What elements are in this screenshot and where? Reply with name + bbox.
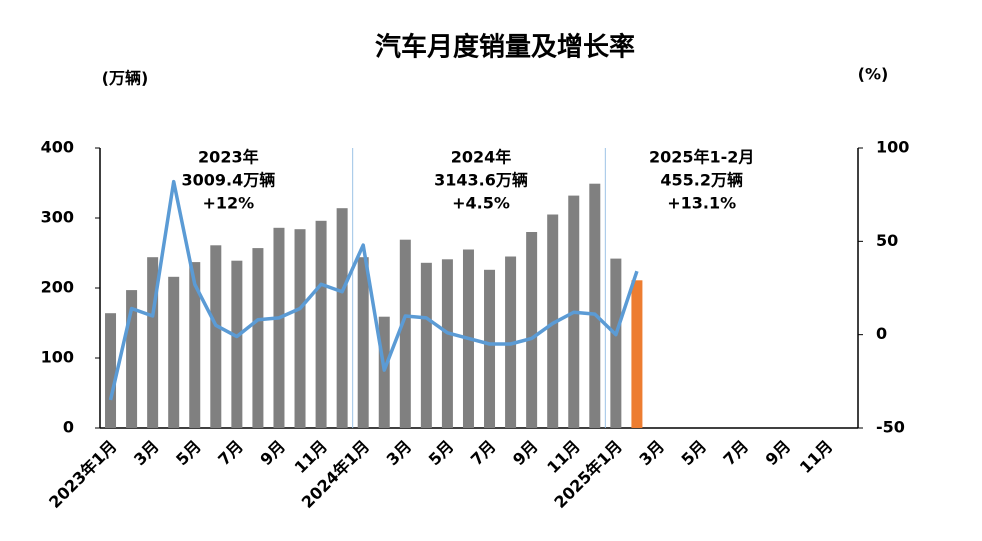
x-tick-label: 5月 <box>677 437 710 470</box>
bar <box>526 232 538 428</box>
y2-tick-label: 50 <box>876 231 898 250</box>
annotation: +4.5% <box>452 194 510 213</box>
x-tick-label: 3月 <box>130 437 163 470</box>
y-tick-label: 0 <box>63 418 74 437</box>
bar <box>315 220 327 428</box>
bar <box>147 257 159 428</box>
annotation: +13.1% <box>667 194 736 213</box>
annotation: 3143.6万辆 <box>434 171 528 190</box>
bar <box>105 313 117 428</box>
line <box>108 179 639 401</box>
bar <box>441 259 453 428</box>
y-tick-label: 300 <box>41 208 74 227</box>
bar <box>210 245 222 428</box>
bar <box>126 290 138 428</box>
annotation: 3009.4万辆 <box>181 171 275 190</box>
bar <box>336 208 348 428</box>
y2-axis-label: (%) <box>858 65 889 84</box>
y2-tick-label: 100 <box>876 138 909 157</box>
bar <box>252 248 264 428</box>
annotation: 2024年 <box>451 148 512 167</box>
bar <box>273 227 285 428</box>
y2-tick-label: 0 <box>876 324 887 343</box>
x-tick-label: 5月 <box>172 437 205 470</box>
annotation: +12% <box>202 194 254 213</box>
bar <box>189 262 201 428</box>
x-tick-label: 2023年1月 <box>45 437 120 512</box>
x-tick-label: 9月 <box>256 437 289 470</box>
y-axis-label: (万辆) <box>102 69 149 88</box>
x-tick-label: 5月 <box>425 437 458 470</box>
annotation: 2025年1-2月 <box>649 148 754 167</box>
y-tick-label: 100 <box>41 348 74 367</box>
bar <box>484 269 496 428</box>
y-tick-label: 400 <box>41 138 74 157</box>
x-tick-label: 7月 <box>214 437 247 470</box>
y2-tick-label: -50 <box>876 418 905 437</box>
x-tick-label: 11月 <box>796 437 837 478</box>
x-tick-label: 3月 <box>635 437 668 470</box>
bar <box>589 183 601 428</box>
y-tick-label: 200 <box>41 278 74 297</box>
annotation: 2023年 <box>198 148 259 167</box>
bar <box>399 239 411 428</box>
annotation: 455.2万辆 <box>660 171 743 190</box>
bar <box>610 258 622 428</box>
bar <box>294 229 306 428</box>
x-tick-label: 9月 <box>762 437 795 470</box>
bar <box>168 276 180 428</box>
bar <box>231 260 243 428</box>
bar <box>378 316 390 428</box>
bar <box>547 214 559 428</box>
bar <box>631 280 643 428</box>
x-tick-label: 3月 <box>383 437 416 470</box>
x-tick-label: 7月 <box>467 437 500 470</box>
x-tick-label: 9月 <box>509 437 542 470</box>
bar <box>420 262 432 428</box>
x-tick-label: 7月 <box>720 437 753 470</box>
chart-title: 汽车月度销量及增长率 <box>375 32 635 63</box>
bar <box>357 257 369 428</box>
